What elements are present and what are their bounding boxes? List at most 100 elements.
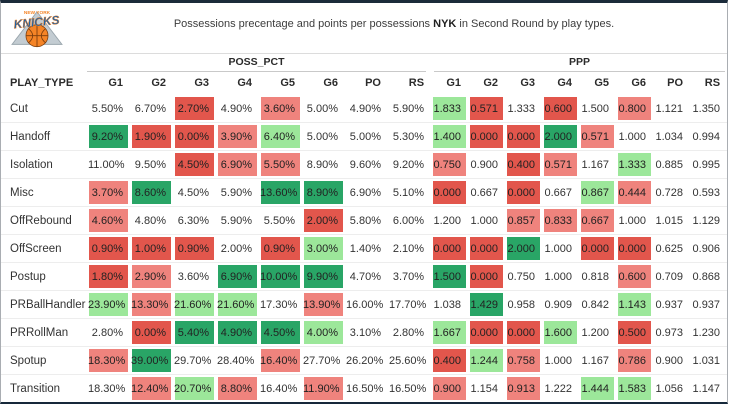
table-cell: 1.333: [505, 95, 543, 123]
table-cell: 1.143: [616, 291, 654, 319]
table-cell: 4.90%: [345, 95, 388, 123]
table-cell: 3.90%: [216, 123, 259, 151]
column-header-ppp-po: PO: [667, 77, 684, 89]
table-row: PRBallHandler 23.90% 13.30% 21.60% 21.60% 17.…: [1, 291, 727, 319]
table-cell: 4.60%: [87, 207, 130, 235]
table-cell: 1.40%: [345, 235, 388, 263]
table-cell: 1.444: [579, 375, 617, 402]
table-cell: 0.000: [616, 235, 654, 263]
table-cell: 9.50%: [130, 151, 173, 179]
table-row: Handoff 9.20% 1.90% 0.00% 3.90% 6.40% 5.00% 5.0…: [1, 123, 727, 151]
table-cell: 1.244: [468, 347, 506, 375]
table-cell: 5.50%: [87, 95, 130, 123]
table-cell: 6.70%: [130, 95, 173, 123]
column-header-poss_pct-g6: G6: [323, 77, 338, 89]
column-header-poss_pct-g5: G5: [280, 77, 295, 89]
table-cell: 1.222: [542, 375, 579, 402]
table-cell: 6.90%: [216, 151, 259, 179]
table-cell: 0.00%: [130, 319, 173, 347]
table-cell: 3.00%: [302, 235, 345, 263]
table-cell: 1.333: [616, 151, 654, 179]
table-cell: 2.00%: [302, 207, 345, 235]
table-cell: 4.50%: [173, 179, 216, 207]
table-cell: 2.80%: [87, 319, 130, 347]
table-cell: 1.230: [690, 319, 727, 347]
table-cell: 1.500: [579, 95, 617, 123]
table-cell: 0.900: [468, 151, 506, 179]
table-cell: 1.200: [431, 207, 469, 235]
table-cell: 0.758: [505, 347, 543, 375]
table-cell: 0.444: [616, 179, 654, 207]
row-label: Postup: [1, 263, 87, 291]
table-cell: 0.000: [505, 179, 543, 207]
table-cell: 0.000: [468, 263, 506, 291]
table-cell: 1.038: [431, 291, 469, 319]
table-cell: 4.80%: [130, 207, 173, 235]
table-cell: 0.800: [616, 95, 654, 123]
table-cell: 2.000: [542, 123, 580, 151]
table-cell: 0.842: [579, 291, 617, 319]
table-cell: 0.593: [690, 179, 727, 207]
group-header-ppp: PPP: [431, 54, 727, 72]
table-cell: 0.728: [653, 179, 691, 207]
column-header-ppp-g1: G1: [446, 77, 462, 89]
column-header-poss_pct-rs: RS: [408, 77, 425, 89]
table-cell: 0.909: [542, 291, 580, 319]
table-cell: 4.50%: [259, 319, 302, 347]
table-cell: 9.60%: [345, 151, 388, 179]
row-label: PRBallHandler: [1, 291, 87, 319]
table-cell: 0.000: [431, 235, 469, 263]
table-cell: 10.00%: [259, 263, 302, 291]
column-header-ppp-rs: RS: [704, 77, 721, 89]
row-label: Handoff: [1, 123, 87, 151]
table-cell: 9.20%: [87, 123, 130, 151]
table-cell: 1.80%: [87, 263, 130, 291]
row-label: OffScreen: [1, 235, 87, 263]
table-cell: 5.90%: [388, 95, 432, 123]
table-cell: 6.90%: [345, 179, 388, 207]
table-cell: 5.80%: [345, 207, 388, 235]
table-cell: 0.913: [505, 375, 543, 402]
table-cell: 0.571: [579, 123, 617, 151]
table-cell: 16.50%: [388, 375, 431, 402]
table-cell: 1.129: [690, 207, 727, 235]
table-cell: 1.056: [653, 375, 690, 402]
table-cell: 8.80%: [216, 375, 259, 402]
table-cell: 1.000: [542, 263, 580, 291]
table-cell: 1.147: [690, 375, 727, 402]
table-cell: 5.50%: [259, 207, 302, 235]
table-cell: 16.50%: [345, 375, 388, 402]
table-cell: 17.30%: [259, 291, 302, 319]
table-cell: 1.350: [690, 95, 727, 123]
table-cell: 18.30%: [87, 347, 130, 375]
table-cell: 1.015: [653, 207, 691, 235]
table-cell: 27.70%: [302, 347, 345, 375]
row-label: Misc: [1, 179, 87, 207]
table-cell: 2.10%: [388, 235, 432, 263]
title-prefix: Possessions precentage and points per po…: [173, 18, 431, 30]
table-row: Postup 1.80% 2.90% 3.60% 6.90% 10.00% 9.90% 4.7…: [1, 263, 727, 291]
table-cell: 0.000: [468, 235, 506, 263]
title-team: NYK: [433, 18, 457, 30]
table-cell: 1.90%: [130, 123, 173, 151]
table-cell: 2.90%: [130, 263, 173, 291]
table-cell: 13.90%: [302, 291, 345, 319]
table-cell: 0.973: [653, 319, 691, 347]
table-cell: 0.000: [468, 319, 506, 347]
table-cell: 4.50%: [173, 151, 216, 179]
table-body: Cut 5.50% 6.70% 2.70% 4.90% 3.60% 5.00% 4.90% 5.…: [1, 95, 727, 402]
table-cell: 1.167: [579, 347, 617, 375]
table-cell: 0.000: [505, 123, 543, 151]
table-cell: 1.400: [431, 123, 469, 151]
table-row: Spotup 18.30% 39.00% 29.70% 28.40% 16.40% 27.7…: [1, 347, 727, 375]
table-cell: 0.937: [690, 291, 727, 319]
table-cell: 1.167: [579, 151, 617, 179]
row-label: OffRebound: [1, 207, 87, 235]
table-cell: 0.709: [653, 263, 691, 291]
table-cell: 1.000: [616, 207, 654, 235]
table-cell: 0.857: [505, 207, 543, 235]
table-cell: 16.00%: [345, 291, 388, 319]
table-cell: 0.400: [505, 151, 543, 179]
table-cell: 25.60%: [388, 347, 432, 375]
knicks-logo-icon: NEW YORK KNICKS: [11, 10, 63, 48]
